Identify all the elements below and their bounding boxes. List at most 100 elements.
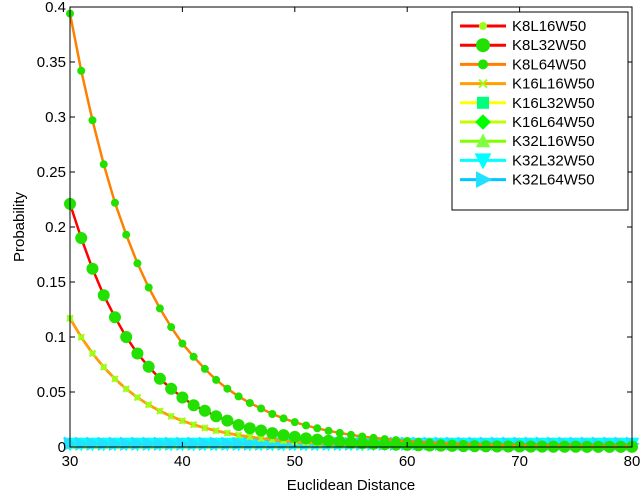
- data-point-K8L64W50-7: [144, 283, 153, 292]
- data-point-K8L64W50-37: [481, 440, 490, 449]
- data-point-K8L64W50-41: [526, 441, 535, 450]
- data-point-K8L64W50-3: [99, 160, 108, 169]
- x-axis-title: Euclidean Distance: [287, 477, 415, 494]
- data-point-K8L64W50-9: [167, 323, 176, 332]
- data-point-K8L64W50-19: [279, 414, 288, 423]
- data-point-K8L32W50-1: [75, 232, 88, 244]
- data-point-K8L64W50-22: [313, 424, 322, 433]
- y-tick-label: 0.1: [45, 329, 66, 346]
- legend-swatch-marker: [478, 78, 488, 89]
- legend-label: K16L16W50: [512, 76, 595, 93]
- data-point-K8L64W50-2: [88, 116, 97, 125]
- data-point-K8L64W50-21: [302, 421, 311, 430]
- y-tick-label: 0.2: [45, 219, 66, 236]
- data-point-K8L64W50-18: [268, 410, 277, 418]
- data-point-K8L32W50-17: [255, 424, 268, 437]
- legend-item-K16L64W50: K16L64W50: [460, 114, 595, 131]
- legend-swatch-marker: [477, 96, 489, 109]
- data-point-K16L16W50-11: [189, 420, 198, 429]
- data-point-K8L64W50-39: [504, 441, 513, 450]
- legend-swatch-marker: [478, 59, 488, 70]
- data-point-K8L32W50-5: [120, 331, 133, 343]
- y-tick-label: 0.25: [37, 164, 66, 181]
- x-tick-label: 40: [174, 453, 191, 470]
- data-point-K8L64W50-5: [122, 230, 131, 239]
- data-point-K8L32W50-7: [142, 360, 155, 373]
- legend-swatch-marker: [476, 38, 490, 53]
- data-point-K8L32W50-10: [176, 391, 189, 404]
- data-point-K8L32W50-12: [198, 404, 211, 417]
- legend-label: K8L32W50: [512, 37, 586, 54]
- data-point-K8L64W50-34: [448, 439, 457, 448]
- data-point-K8L32W50-22: [311, 433, 324, 446]
- data-point-K8L32W50-14: [221, 414, 234, 427]
- data-point-K8L64W50-11: [189, 352, 198, 361]
- legend-swatch-marker: [476, 171, 493, 188]
- legend-item-K16L16W50: K16L16W50: [460, 76, 595, 93]
- y-tick-label: 0.4: [45, 0, 66, 16]
- data-point-K16L16W50-17: [257, 434, 265, 443]
- legend-item-K32L16W50: K32L16W50: [460, 133, 595, 150]
- y-tick-label: 0.35: [37, 54, 66, 71]
- data-point-K8L64W50-38: [493, 441, 502, 450]
- legend-swatch-marker: [475, 133, 491, 148]
- legend-item-K8L16W50: K8L16W50: [460, 18, 586, 35]
- data-point-K8L32W50-20: [288, 430, 301, 443]
- data-point-K8L64W50-20: [290, 418, 299, 427]
- legend-label: K8L64W50: [512, 56, 586, 73]
- legend-item-K32L32W50: K32L32W50: [460, 152, 595, 170]
- data-point-K8L32W50-13: [210, 410, 223, 423]
- y-tick-label: 0.15: [37, 274, 66, 291]
- data-point-K8L32W50-6: [131, 347, 144, 360]
- y-tick-label: 0: [58, 439, 66, 456]
- data-point-K8L32W50-15: [232, 419, 245, 431]
- data-point-K16L16W50-16: [246, 433, 254, 441]
- data-point-K8L32W50-25: [345, 436, 357, 449]
- data-point-K16L16W50-14: [223, 429, 232, 437]
- legend: K8L16W50 K8L32W50 K8L64W50 K16L16W50 K16L32W…: [451, 11, 629, 211]
- data-point-K8L64W50-14: [223, 384, 232, 393]
- data-point-K16L16W50-9: [167, 412, 175, 421]
- legend-label: K32L16W50: [512, 133, 595, 150]
- data-point-K8L64W50-27: [369, 433, 378, 442]
- data-point-K8L64W50-23: [324, 426, 333, 435]
- legend-item-K16L32W50: K16L32W50: [460, 95, 595, 112]
- legend-label: K16L32W50: [512, 95, 595, 112]
- data-point-K8L64W50-24: [335, 428, 344, 437]
- data-point-K8L64W50-31: [414, 437, 423, 446]
- legend-label: K32L32W50: [512, 152, 595, 169]
- data-point-K8L64W50-44: [560, 442, 569, 451]
- legend-label: K8L16W50: [512, 18, 586, 35]
- data-point-K8L64W50-36: [470, 440, 479, 449]
- y-axis-title: Probability: [11, 191, 28, 262]
- data-point-K8L64W50-13: [212, 375, 221, 384]
- data-point-K16L16W50-15: [234, 431, 243, 439]
- data-point-K16L16W50-8: [156, 407, 164, 415]
- data-point-K8L64W50-46: [583, 442, 592, 451]
- data-point-K8L32W50-16: [243, 422, 256, 435]
- legend-label: K16L64W50: [512, 114, 595, 131]
- data-point-K8L64W50-4: [110, 198, 119, 207]
- data-point-K16L16W50-4: [111, 375, 119, 383]
- legend-swatch-marker: [479, 22, 487, 30]
- data-point-K8L64W50-10: [178, 339, 187, 348]
- data-point-K8L32W50-18: [266, 427, 279, 440]
- legend-item-K32L64W50: K32L64W50: [460, 171, 595, 189]
- data-point-K8L64W50-30: [403, 437, 412, 446]
- data-point-K8L64W50-47: [594, 442, 603, 451]
- ticks-layer: 30 40 50 60 70 80 0 0.05 0.1 0.15 0.2 0.25 0.3 0.35 0.…: [37, 0, 641, 470]
- y-tick-label: 0.05: [37, 384, 66, 401]
- x-tick-label: 60: [399, 453, 416, 470]
- data-point-K8L32W50-11: [187, 399, 200, 412]
- data-point-K8L32W50-8: [153, 372, 166, 385]
- x-tick-label: 80: [624, 453, 641, 470]
- legend-swatch-marker: [474, 153, 492, 170]
- data-point-K8L32W50-24: [333, 435, 346, 448]
- data-point-K16L16W50-7: [144, 401, 153, 409]
- data-point-K16L16W50-13: [212, 427, 220, 435]
- data-point-K8L64W50-42: [538, 441, 547, 450]
- data-point-K16L16W50-12: [201, 424, 209, 432]
- legend-item-K8L32W50: K8L32W50: [460, 37, 586, 54]
- data-point-K16L16W50-2: [88, 349, 97, 358]
